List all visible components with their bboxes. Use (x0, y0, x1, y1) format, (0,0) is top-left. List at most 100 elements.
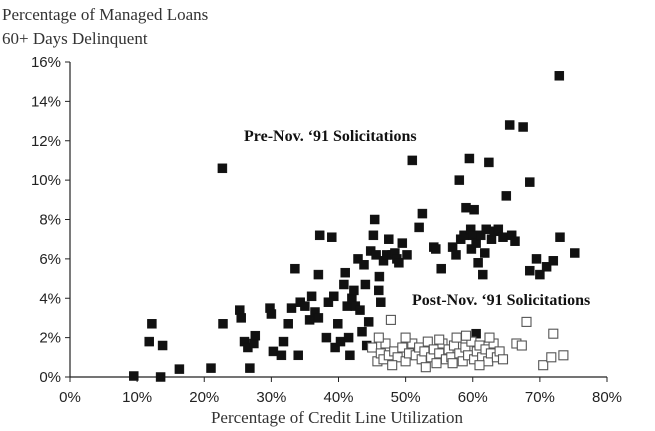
annotation-pre-nov-91: Pre-Nov. ‘91 Solicitations (244, 128, 417, 145)
pre-nov-91-point (355, 305, 365, 315)
post-nov-91-point (400, 332, 411, 343)
y-tick-label: 6% (39, 251, 61, 268)
pre-nov-91-point (250, 330, 261, 341)
pre-nov-91-point (402, 250, 412, 260)
x-tick-label: 50% (391, 389, 421, 406)
pre-nov-91-point (407, 155, 418, 166)
x-tick-label: 70% (525, 389, 555, 406)
pre-nov-91-point (436, 263, 446, 274)
pre-nov-91-point (343, 332, 354, 343)
x-tick-label: 0% (59, 389, 81, 406)
y-tick-label: 16% (31, 54, 61, 71)
pre-nov-91-point (374, 271, 385, 282)
pre-nov-91-point (293, 350, 303, 361)
pre-nov-91-point (314, 230, 325, 241)
pre-nov-91-point (554, 71, 565, 81)
y-axis-title-line-1: Percentage of Managed Loans (2, 5, 208, 24)
pre-nov-91-point (340, 267, 350, 278)
pre-nov-91-point (286, 303, 297, 313)
pre-nov-91-point (313, 269, 324, 280)
pre-nov-91-point (363, 317, 374, 327)
pre-nov-91-point (266, 309, 277, 319)
post-nov-91-point (484, 332, 495, 343)
pre-nov-91-point (476, 230, 486, 241)
x-tick-label: 40% (323, 389, 353, 406)
post-nov-91-point (380, 338, 391, 349)
pre-nov-91-point (206, 363, 216, 373)
post-nov-91-point (420, 362, 431, 373)
post-nov-91-point (447, 358, 458, 369)
post-nov-91-point (558, 350, 569, 361)
pre-nov-91-point (323, 297, 334, 307)
post-nov-91-point (538, 360, 549, 371)
pre-nov-91-point (478, 269, 488, 280)
pre-nov-91-point (535, 269, 545, 280)
pre-nov-91-point (290, 263, 300, 274)
y-tick-label: 0% (39, 369, 61, 386)
post-nov-91-point (474, 360, 485, 371)
pre-nov-91-point (376, 297, 386, 307)
pre-nov-91-point (218, 319, 228, 329)
pre-nov-91-point (531, 254, 542, 264)
pre-nov-91-point (157, 340, 168, 351)
pre-nov-91-point (498, 232, 508, 242)
pre-nov-91-point (245, 363, 255, 373)
post-nov-91-point (434, 334, 445, 345)
pre-nov-91-point (371, 250, 381, 260)
pre-nov-91-point (327, 232, 337, 242)
pre-nov-91-point (501, 191, 512, 201)
pre-nov-91-point (283, 319, 293, 329)
pre-nov-91-point (570, 248, 580, 258)
post-nov-91-point (497, 354, 509, 365)
pre-nov-91-point (414, 222, 424, 233)
post-nov-91-point (397, 342, 408, 353)
y-tick-label: 14% (31, 93, 61, 110)
post-nov-91-point (457, 356, 468, 367)
x-tick-label: 30% (256, 389, 286, 406)
pre-nov-91-point (276, 350, 287, 361)
pre-nov-91-point (469, 204, 479, 215)
post-nov-91-point (548, 328, 559, 339)
pre-nov-91-point (397, 238, 408, 248)
pre-nov-91-point (504, 120, 515, 130)
y-axis-title-line-2: 60+ Days Delinquent (2, 29, 148, 48)
pre-nov-91-point (525, 265, 535, 276)
post-nov-91-point (431, 358, 442, 369)
pre-nov-91-point (525, 177, 535, 187)
post-nov-91-point (387, 360, 398, 371)
pre-nov-91-point (360, 279, 371, 290)
pre-nov-91-point (129, 371, 139, 381)
pre-nov-91-point (155, 372, 166, 382)
pre-nov-91-point (484, 157, 494, 168)
pre-nov-91-point (333, 319, 343, 329)
pre-nov-91-point (368, 230, 379, 241)
pre-nov-91-point (353, 254, 363, 264)
pre-nov-91-point (147, 319, 157, 329)
pre-nov-91-point (394, 258, 404, 268)
y-tick-label: 10% (31, 172, 61, 189)
x-tick-label: 20% (189, 389, 219, 406)
pre-nov-91-point (321, 332, 332, 343)
post-nov-91-point (451, 332, 462, 343)
pre-nov-91-point (278, 336, 289, 347)
x-tick-label: 10% (122, 389, 152, 406)
x-tick-label: 80% (592, 389, 622, 406)
pre-nov-91-point (518, 122, 528, 132)
pre-nov-91-point (349, 285, 359, 296)
pre-nov-91-point (306, 291, 317, 302)
pre-nov-91-point (451, 250, 461, 260)
y-tick-label: 8% (39, 212, 61, 229)
pre-nov-91-point (480, 248, 490, 258)
pre-nov-91-point (541, 262, 552, 272)
pre-nov-91-point (548, 256, 559, 266)
pre-nov-91-point (335, 336, 346, 347)
pre-nov-91-point (300, 301, 310, 311)
pre-nov-91-point (454, 175, 465, 185)
pre-nov-91-point (374, 285, 384, 296)
y-tick-label: 2% (39, 330, 61, 347)
pre-nov-91-point (510, 236, 520, 246)
x-axis-title: Percentage of Credit Line Utilization (211, 408, 464, 427)
post-nov-91-point (385, 314, 396, 325)
